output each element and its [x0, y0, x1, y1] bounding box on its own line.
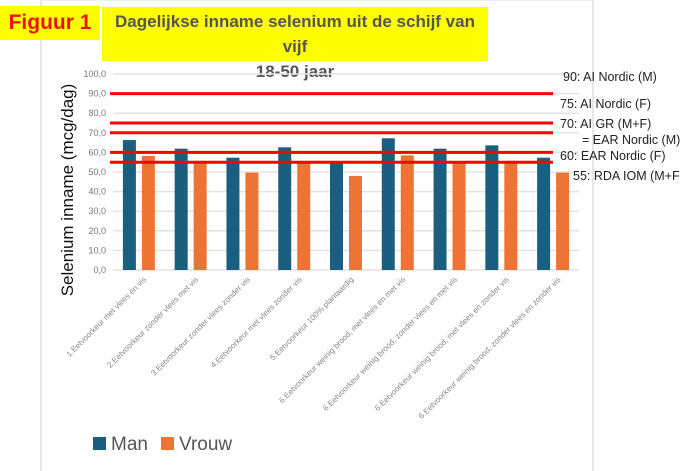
bar-man — [537, 157, 551, 270]
y-axis-label: Selenium inname (mcg/dag) — [58, 84, 77, 297]
y-tick-label: 100,0 — [83, 69, 106, 79]
legend-swatch-vrouw — [161, 437, 174, 450]
bar-vrouw — [504, 162, 518, 270]
x-category-label: 2.Eetvoorkeur zonder vlees met vis — [105, 275, 200, 370]
bar-man — [278, 147, 292, 270]
bar-chart: 0,0 10,0 20,0 30,0 40,0 50,0 60,0 70,0 80,0 90,0 1… — [58, 69, 680, 455]
y-tick-label: 60,0 — [88, 147, 106, 157]
legend-swatch-man — [93, 437, 106, 450]
reference-label: 90: AI Nordic (M) — [563, 70, 657, 84]
y-tick-label: 40,0 — [88, 187, 106, 197]
legend-label-vrouw: Vrouw — [179, 434, 232, 455]
figure-label: Figuur 1 — [0, 6, 100, 40]
x-category-label: 1.Eetvoorkeur met vlees en vis — [65, 275, 149, 359]
reference-label: 70: AI GR (M+F) — [560, 117, 651, 131]
bar-vrouw — [556, 172, 570, 270]
y-tick-label: 70,0 — [88, 128, 106, 138]
legend-label-man: Man — [111, 434, 148, 455]
y-tick-label: 30,0 — [88, 206, 106, 216]
chart-title: Dagelijkse inname selenium uit de schijf… — [102, 7, 488, 81]
bar-vrouw — [297, 162, 311, 270]
y-tick-label: 90,0 — [88, 89, 106, 99]
reference-label: 55: RDA IOM (M+F) — [573, 169, 680, 183]
bar-vrouw — [452, 162, 466, 270]
bar-man — [485, 145, 499, 270]
x-category-label: 4.Eetvoorkeur met vlees zonder vis — [209, 275, 304, 370]
bar-man — [330, 162, 343, 270]
chart-title-line1: Dagelijkse inname selenium uit de schijf… — [115, 12, 475, 56]
bar-man — [174, 148, 188, 270]
x-category-label: 3.Eetvoorkeur zonder vlees zonder vis — [149, 275, 252, 378]
y-tick-label: 10,0 — [88, 245, 106, 255]
chart-subtitle: 18-50 jaar — [255, 62, 335, 81]
bar-vrouw — [349, 175, 362, 270]
bar-man — [381, 138, 395, 270]
chart-frame — [40, 0, 594, 471]
x-category-label: 5.Eetvoorkeur 100% plantaardig — [268, 275, 355, 362]
bar-vrouw — [400, 155, 414, 270]
reference-label: 60: EAR Nordic (F) — [560, 149, 666, 163]
bar-vrouw — [141, 155, 155, 270]
bar-vrouw — [245, 172, 259, 270]
reference-label-continued: = EAR Nordic (M) — [582, 133, 680, 147]
bar-vrouw — [193, 162, 207, 270]
y-tick-label: 50,0 — [88, 167, 106, 177]
bar-man — [433, 148, 447, 270]
y-tick-label: 0,0 — [93, 265, 106, 275]
y-tick-label: 20,0 — [88, 226, 106, 236]
bar-man — [226, 157, 240, 270]
y-tick-label: 80,0 — [88, 108, 106, 118]
bar-man — [122, 140, 136, 270]
reference-label: 75: AI Nordic (F) — [560, 97, 651, 111]
